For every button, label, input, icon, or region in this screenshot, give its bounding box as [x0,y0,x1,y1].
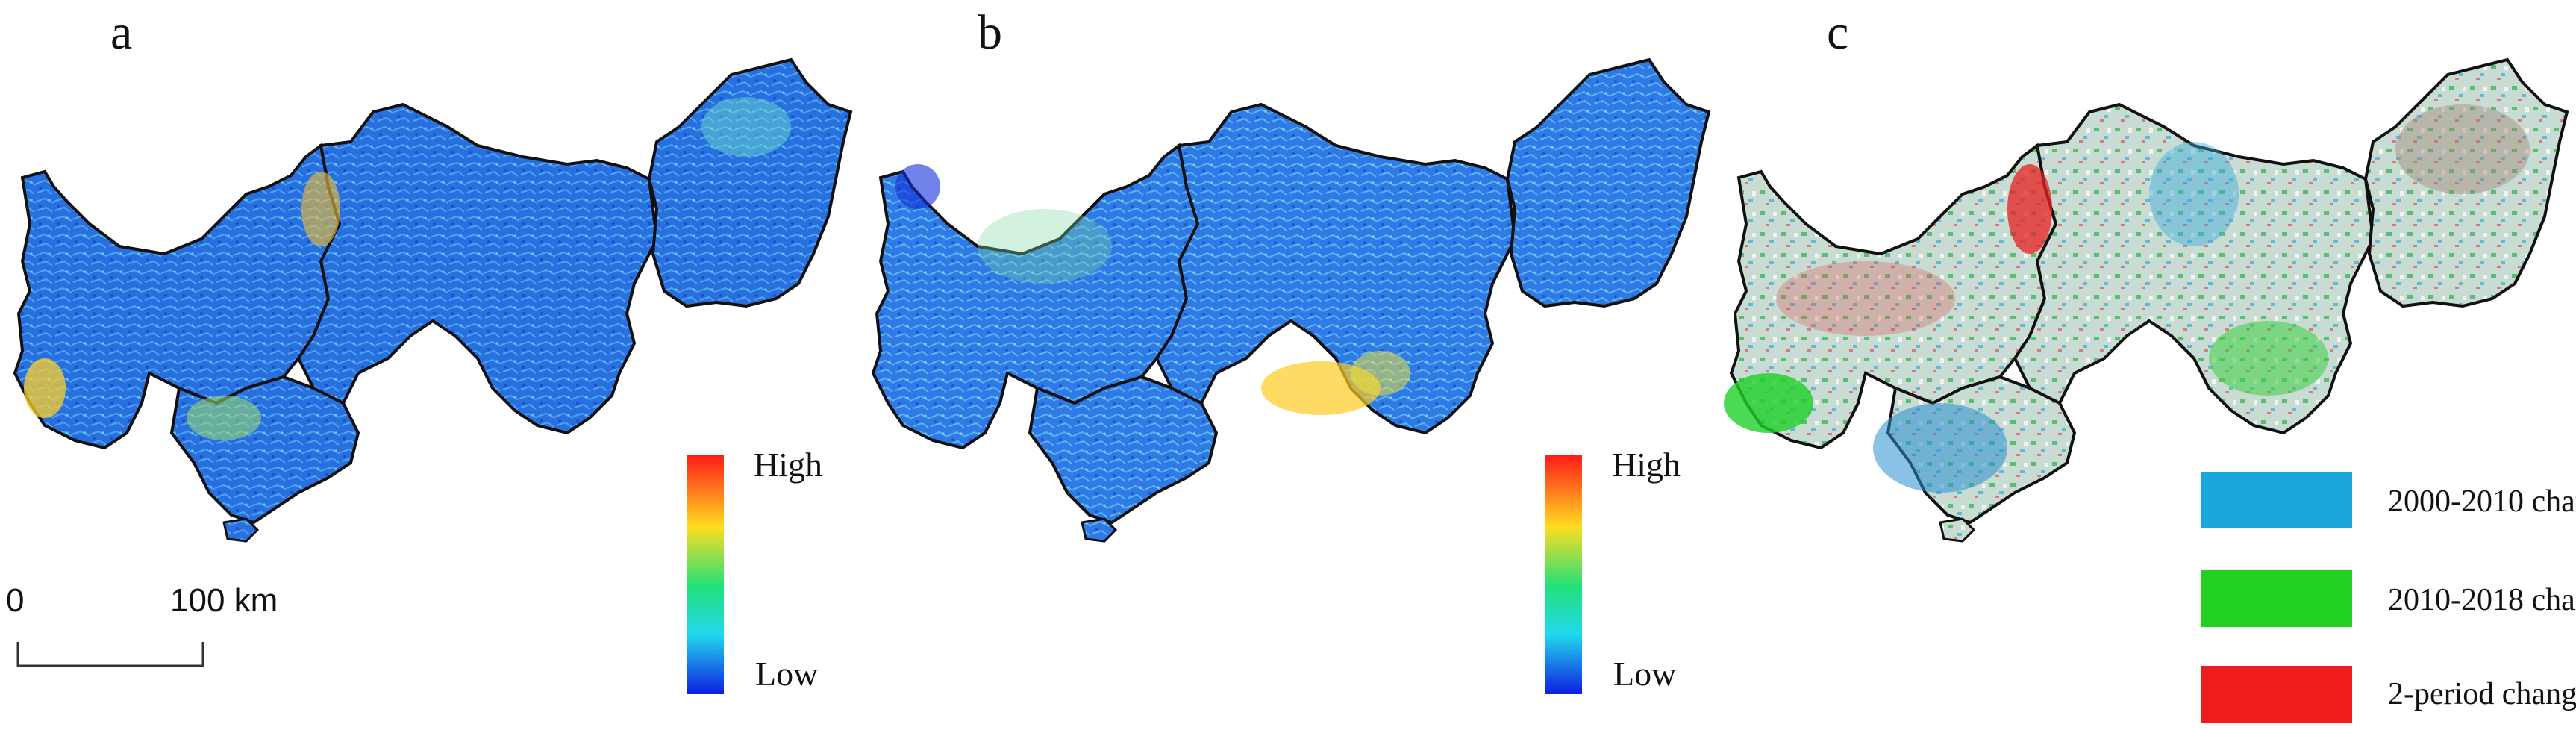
panel-c: c 2000-2010 change 2010-2018 change 2- [1716,0,2576,730]
legend-label-2000-2010: 2000-2010 change [2388,484,2576,519]
legend-swatch-2010-2018 [2201,570,2352,627]
region-south [1028,375,1219,525]
colorbar [687,455,724,694]
region-east [1505,57,1711,308]
region-east [2363,57,2569,308]
legend-swatch-2-period [2201,666,2352,723]
panel-letter: c [1827,5,1849,60]
region-central [296,102,659,435]
legend-label-2010-2018: 2010-2018 change [2388,583,2576,617]
legend-swatch-2000-2010 [2201,472,2352,528]
map-b [871,57,1711,543]
panel-letter: b [978,5,1002,60]
scale-end-label: 100 km [170,582,278,619]
map-a [13,57,853,543]
island [222,517,260,543]
colorbar-high-label: High [1612,446,1681,484]
scale-start-label: 0 [6,582,25,619]
island [1081,517,1118,543]
island [1939,517,1976,543]
panel-letter: a [110,5,133,60]
region-central [1154,102,1517,435]
legend-label-2-period: 2-period change [2388,677,2576,711]
region-east [647,57,853,308]
panel-a: a High Low 0 100 km [0,0,858,730]
colorbar-high-label: High [754,446,822,484]
panel-b: b High Low [858,0,1716,730]
map-c [1724,57,2569,543]
colorbar [1545,455,1582,694]
colorbar-low-label: Low [1613,655,1677,693]
scale-bar [16,642,204,667]
colorbar-low-label: Low [755,655,819,693]
